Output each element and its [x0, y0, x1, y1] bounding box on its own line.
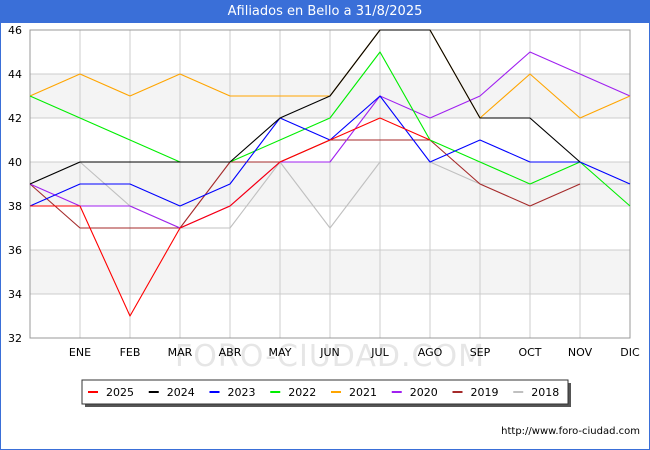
y-tick-label: 46: [8, 24, 22, 37]
series-line-2020: [29, 51, 631, 229]
series-line-2022: [29, 51, 631, 207]
x-tick-label: DIC: [620, 346, 640, 359]
series-line-2024: [29, 29, 581, 185]
legend-label-2022: 2022: [288, 386, 316, 399]
x-tick-label: FEB: [120, 346, 141, 359]
x-tick-label: MAR: [168, 346, 193, 359]
y-tick-label: 34: [8, 288, 22, 301]
legend-label-2024: 2024: [167, 386, 195, 399]
x-tick-label: OCT: [518, 346, 541, 359]
y-tick-label: 40: [8, 156, 22, 169]
x-tick-label: MAY: [269, 346, 292, 359]
x-tick-label: ENE: [69, 346, 91, 359]
legend-label-2019: 2019: [471, 386, 499, 399]
legend-label-2020: 2020: [410, 386, 438, 399]
y-tick-label: 42: [8, 112, 22, 125]
watermark: FORO-CIUDAD.COM: [175, 339, 485, 374]
chart-title: Afiliados en Bello a 31/8/2025: [0, 0, 650, 23]
series-line-2025: [30, 117, 431, 317]
y-tick-label: 38: [8, 200, 22, 213]
x-tick-label: SEP: [470, 346, 491, 359]
y-tick-label: 32: [8, 332, 22, 345]
legend-label-2018: 2018: [531, 386, 559, 399]
legend-label-2023: 2023: [228, 386, 256, 399]
x-tick-label: JUL: [370, 346, 389, 359]
legend-label-2021: 2021: [349, 386, 377, 399]
legend-box: [81, 379, 569, 405]
legend-label-2025: 2025: [106, 386, 134, 399]
y-tick-label: 36: [8, 244, 22, 257]
source-url: http://www.foro-ciudad.com: [501, 426, 640, 437]
x-tick-label: AGO: [418, 346, 443, 359]
x-tick-label: JUN: [319, 346, 340, 359]
y-tick-label: 44: [8, 68, 22, 81]
x-tick-label: NOV: [568, 346, 593, 359]
x-tick-label: ABR: [219, 346, 242, 359]
